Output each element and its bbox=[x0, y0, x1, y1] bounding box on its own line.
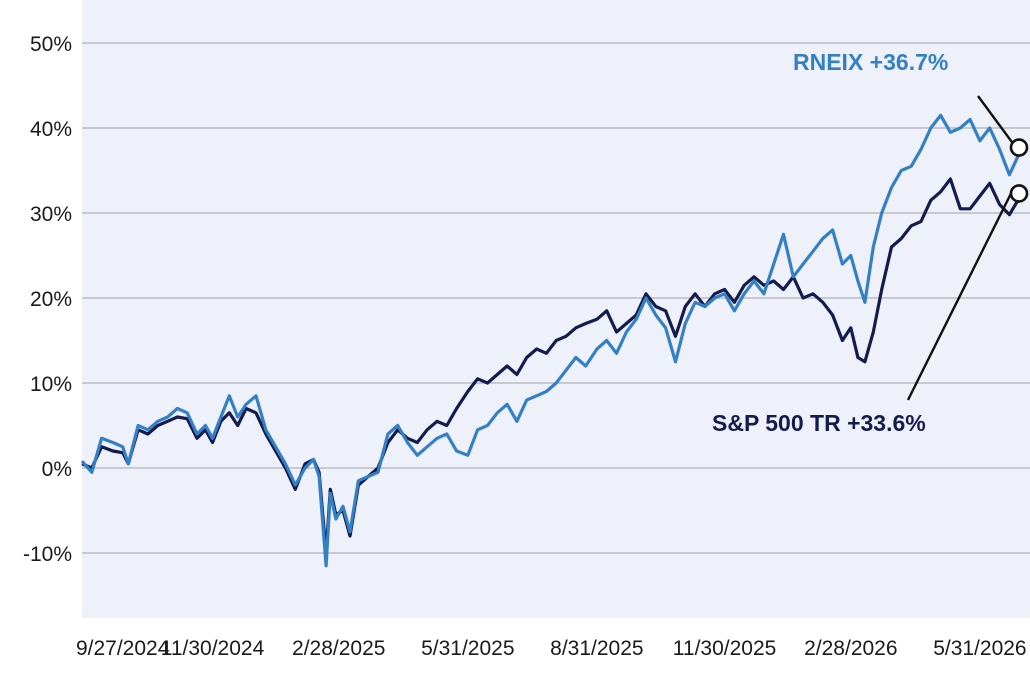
series-end-label: RNEIX +36.7% bbox=[793, 49, 948, 75]
y-axis-tick-labels: 50% 40% 30% 20% 10% 0% -10% bbox=[23, 33, 72, 566]
series-lines bbox=[80, 113, 1024, 568]
y-tick-label: 10% bbox=[30, 373, 72, 396]
x-tick-label: 5/31/2025 bbox=[421, 637, 514, 660]
x-tick-label: 8/31/2025 bbox=[550, 637, 643, 660]
x-tick-label: 5/31/2026 bbox=[933, 637, 1026, 660]
y-tick-label: 40% bbox=[30, 118, 72, 141]
series-callouts: S&P 500 TR +33.6% RNEIX +36.7% bbox=[712, 49, 1029, 436]
series-endpoint-marker bbox=[1009, 138, 1029, 157]
series-line-s-p-500-tr bbox=[81, 177, 1024, 555]
x-tick-label: 2/28/2026 bbox=[804, 637, 897, 660]
series-endpoint-marker bbox=[1009, 184, 1029, 203]
x-tick-label: 9/27/2024 bbox=[76, 637, 170, 660]
callout-leader-line bbox=[977, 95, 1014, 145]
y-tick-label: 0% bbox=[42, 458, 72, 481]
series-end-label: S&P 500 TR +33.6% bbox=[712, 410, 926, 436]
x-tick-label: 2/28/2025 bbox=[292, 637, 385, 660]
x-tick-label: 11/30/2025 bbox=[673, 637, 777, 660]
series-line-rneix bbox=[80, 113, 1024, 568]
y-tick-label: -10% bbox=[23, 543, 72, 566]
y-tick-label: 50% bbox=[30, 33, 72, 56]
x-tick-label: 11/30/2024 bbox=[161, 637, 265, 660]
y-tick-label: 30% bbox=[30, 203, 72, 226]
callout-leader-line bbox=[906, 188, 1015, 401]
plot-background bbox=[82, 0, 1030, 618]
y-tick-label: 20% bbox=[30, 288, 72, 311]
